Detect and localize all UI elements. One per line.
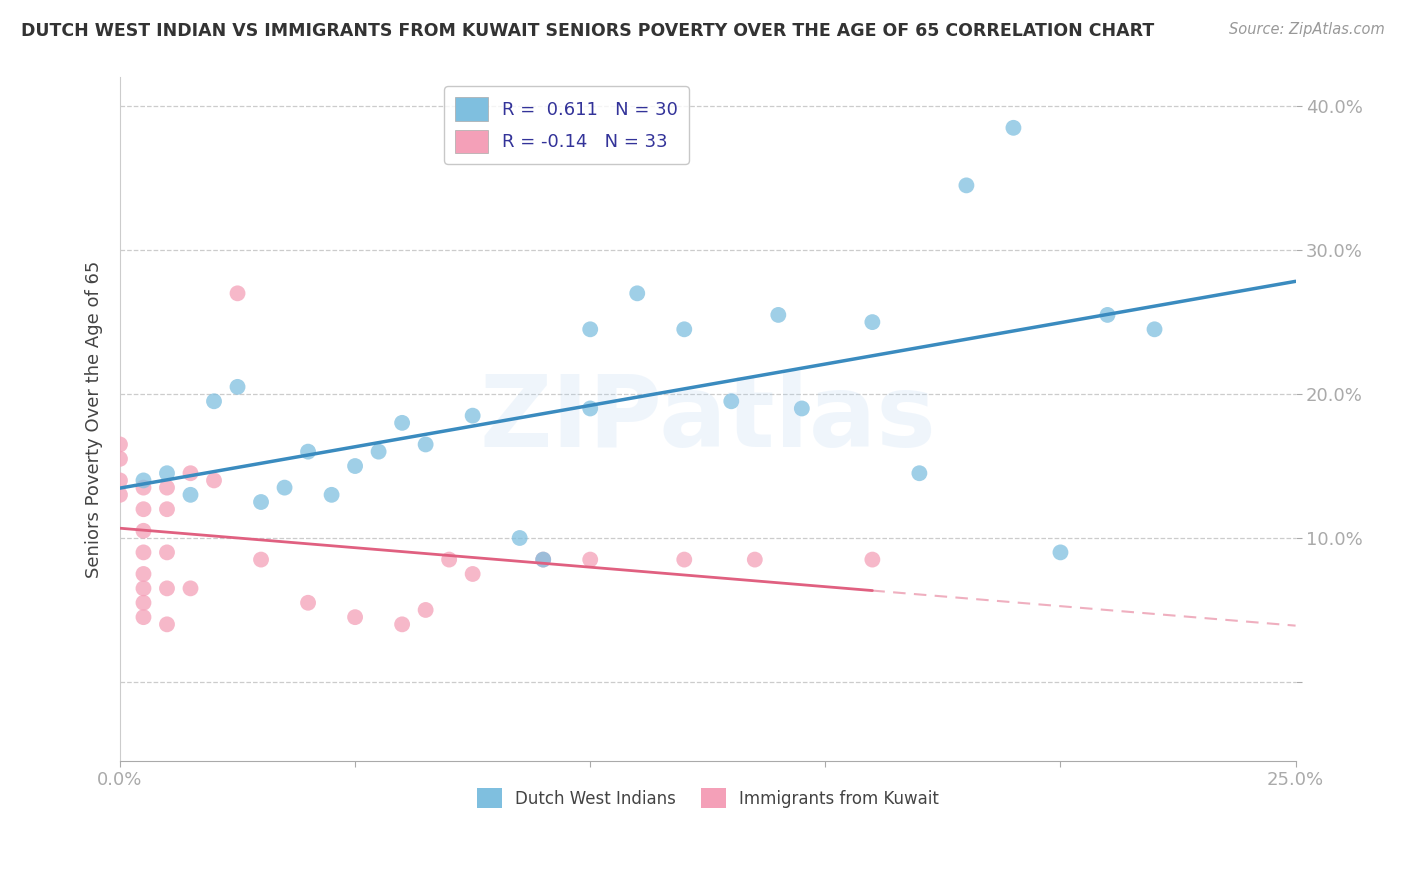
Point — [108, 437, 131, 451]
Point — [297, 444, 319, 458]
Point — [132, 545, 155, 559]
Point — [579, 322, 602, 336]
Point — [626, 286, 648, 301]
Point — [132, 566, 155, 581]
Point — [768, 308, 790, 322]
Point — [250, 495, 273, 509]
Point — [1143, 322, 1166, 336]
Point — [1049, 545, 1071, 559]
Point — [415, 603, 437, 617]
Point — [132, 474, 155, 488]
Point — [461, 566, 484, 581]
Point — [579, 401, 602, 416]
Point — [108, 474, 131, 488]
Point — [132, 596, 155, 610]
Point — [156, 502, 179, 516]
Y-axis label: Seniors Poverty Over the Age of 65: Seniors Poverty Over the Age of 65 — [86, 260, 103, 578]
Point — [673, 552, 696, 566]
Text: Source: ZipAtlas.com: Source: ZipAtlas.com — [1229, 22, 1385, 37]
Point — [720, 394, 742, 409]
Point — [509, 531, 531, 545]
Point — [179, 488, 201, 502]
Point — [132, 582, 155, 596]
Point — [202, 474, 225, 488]
Point — [531, 552, 554, 566]
Text: ZIPatlas: ZIPatlas — [479, 371, 936, 467]
Point — [297, 596, 319, 610]
Point — [156, 545, 179, 559]
Point — [1002, 120, 1025, 135]
Point — [202, 394, 225, 409]
Text: DUTCH WEST INDIAN VS IMMIGRANTS FROM KUWAIT SENIORS POVERTY OVER THE AGE OF 65 C: DUTCH WEST INDIAN VS IMMIGRANTS FROM KUW… — [21, 22, 1154, 40]
Point — [108, 451, 131, 466]
Point — [156, 467, 179, 481]
Point — [108, 488, 131, 502]
Point — [344, 458, 367, 473]
Point — [156, 582, 179, 596]
Point — [673, 322, 696, 336]
Point — [344, 610, 367, 624]
Point — [132, 524, 155, 538]
Point — [860, 315, 883, 329]
Legend: Dutch West Indians, Immigrants from Kuwait: Dutch West Indians, Immigrants from Kuwa… — [470, 781, 946, 814]
Point — [391, 416, 413, 430]
Point — [790, 401, 813, 416]
Point — [955, 178, 977, 193]
Point — [908, 467, 931, 481]
Point — [391, 617, 413, 632]
Point — [226, 380, 249, 394]
Point — [179, 582, 201, 596]
Point — [273, 481, 295, 495]
Point — [156, 617, 179, 632]
Point — [156, 481, 179, 495]
Point — [579, 552, 602, 566]
Point — [531, 552, 554, 566]
Point — [437, 552, 460, 566]
Point — [132, 502, 155, 516]
Point — [321, 488, 343, 502]
Point — [250, 552, 273, 566]
Point — [367, 444, 389, 458]
Point — [461, 409, 484, 423]
Point — [132, 610, 155, 624]
Point — [226, 286, 249, 301]
Point — [1097, 308, 1119, 322]
Point — [744, 552, 766, 566]
Point — [179, 467, 201, 481]
Point — [132, 481, 155, 495]
Point — [860, 552, 883, 566]
Point — [415, 437, 437, 451]
